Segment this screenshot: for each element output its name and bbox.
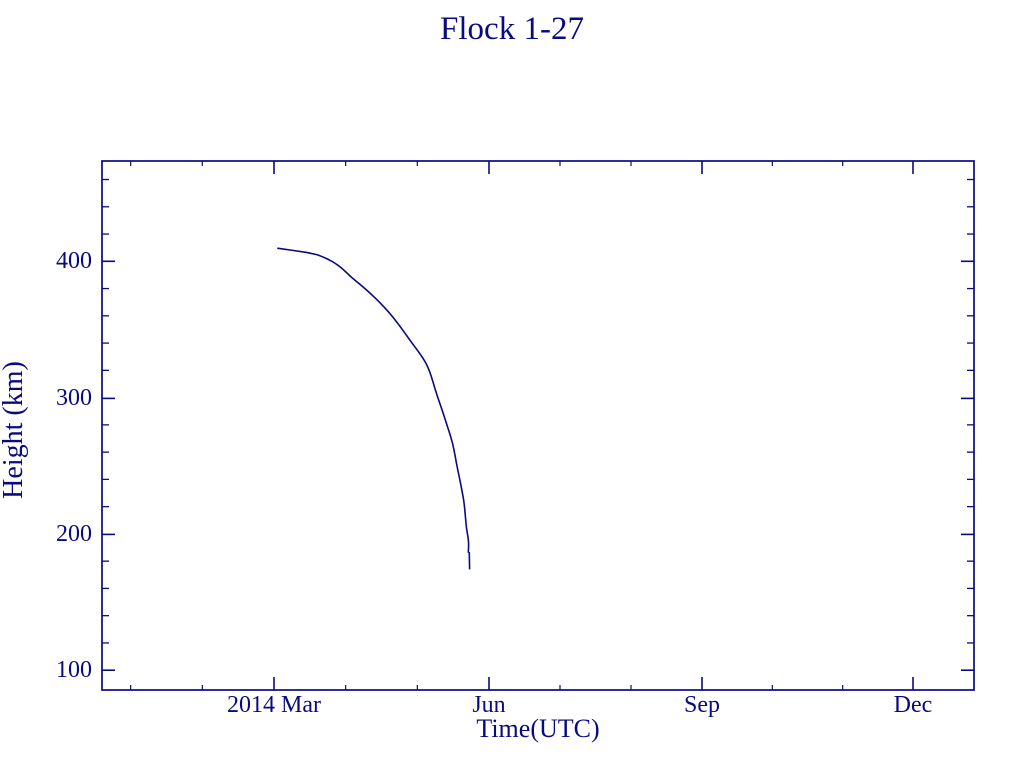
svg-text:Flock 1-27: Flock 1-27 — [440, 11, 584, 47]
svg-text:Time(UTC): Time(UTC) — [476, 714, 599, 743]
svg-text:200: 200 — [56, 521, 92, 547]
svg-text:Dec: Dec — [894, 692, 933, 718]
svg-text:300: 300 — [56, 385, 92, 411]
svg-text:Sep: Sep — [684, 692, 720, 718]
svg-text:2014 Mar: 2014 Mar — [227, 692, 321, 718]
svg-text:Height (km): Height (km) — [0, 361, 29, 499]
svg-text:400: 400 — [56, 248, 92, 274]
svg-text:100: 100 — [56, 657, 92, 683]
